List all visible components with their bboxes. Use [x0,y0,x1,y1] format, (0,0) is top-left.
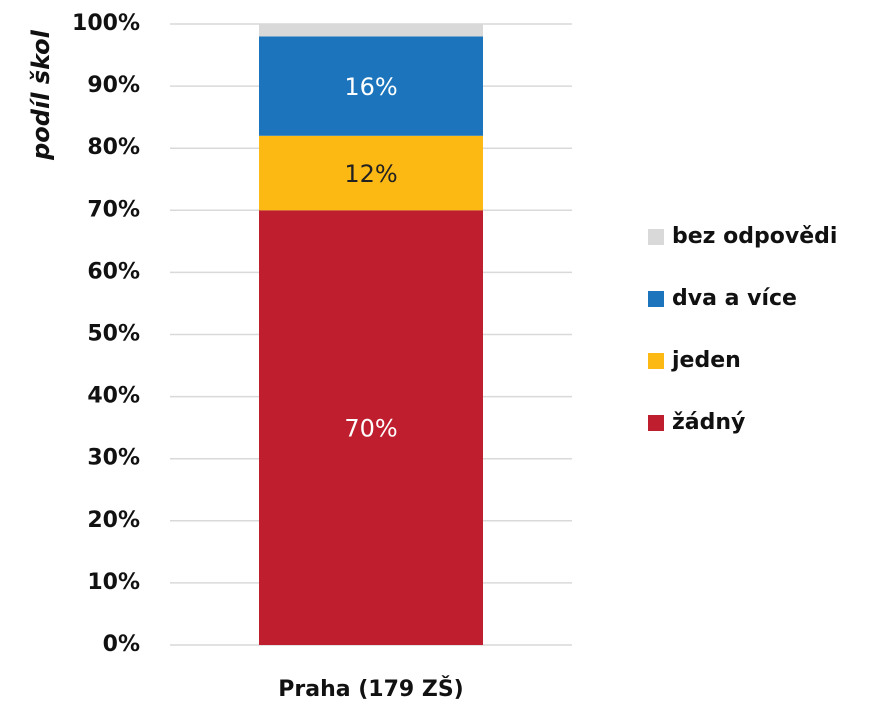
y-tick-label: 70% [87,197,140,222]
legend-label: dva a více [672,286,797,311]
x-tick-label: Praha (179 ZŠ) [278,676,463,702]
y-tick-label: 80% [87,135,140,160]
y-tick-label: 50% [87,322,140,347]
legend-swatch [648,353,664,369]
data-label: 16% [344,73,397,101]
legend-label: žádný [672,410,745,435]
legend-swatch [648,415,664,431]
y-tick-label: 0% [103,632,140,657]
legend-swatch [648,291,664,307]
y-tick-label: 40% [87,384,140,409]
y-tick-label: 10% [87,570,140,595]
legend-swatch [648,229,664,245]
y-tick-label: 100% [72,11,140,36]
legend-label: bez odpovědi [672,224,837,249]
bar-segment [259,210,483,646]
y-tick-label: 20% [87,508,140,533]
data-label: 12% [344,160,397,188]
bar-segment [259,24,483,37]
legend-label: jeden [671,348,741,373]
bar-segment [259,135,483,211]
data-label: 70% [344,415,397,443]
bar-segment [259,36,483,136]
y-tick-label: 60% [87,259,140,284]
y-axis-label: podíl škol [27,29,55,161]
y-tick-label: 30% [87,446,140,471]
y-tick-label: 90% [87,73,140,98]
